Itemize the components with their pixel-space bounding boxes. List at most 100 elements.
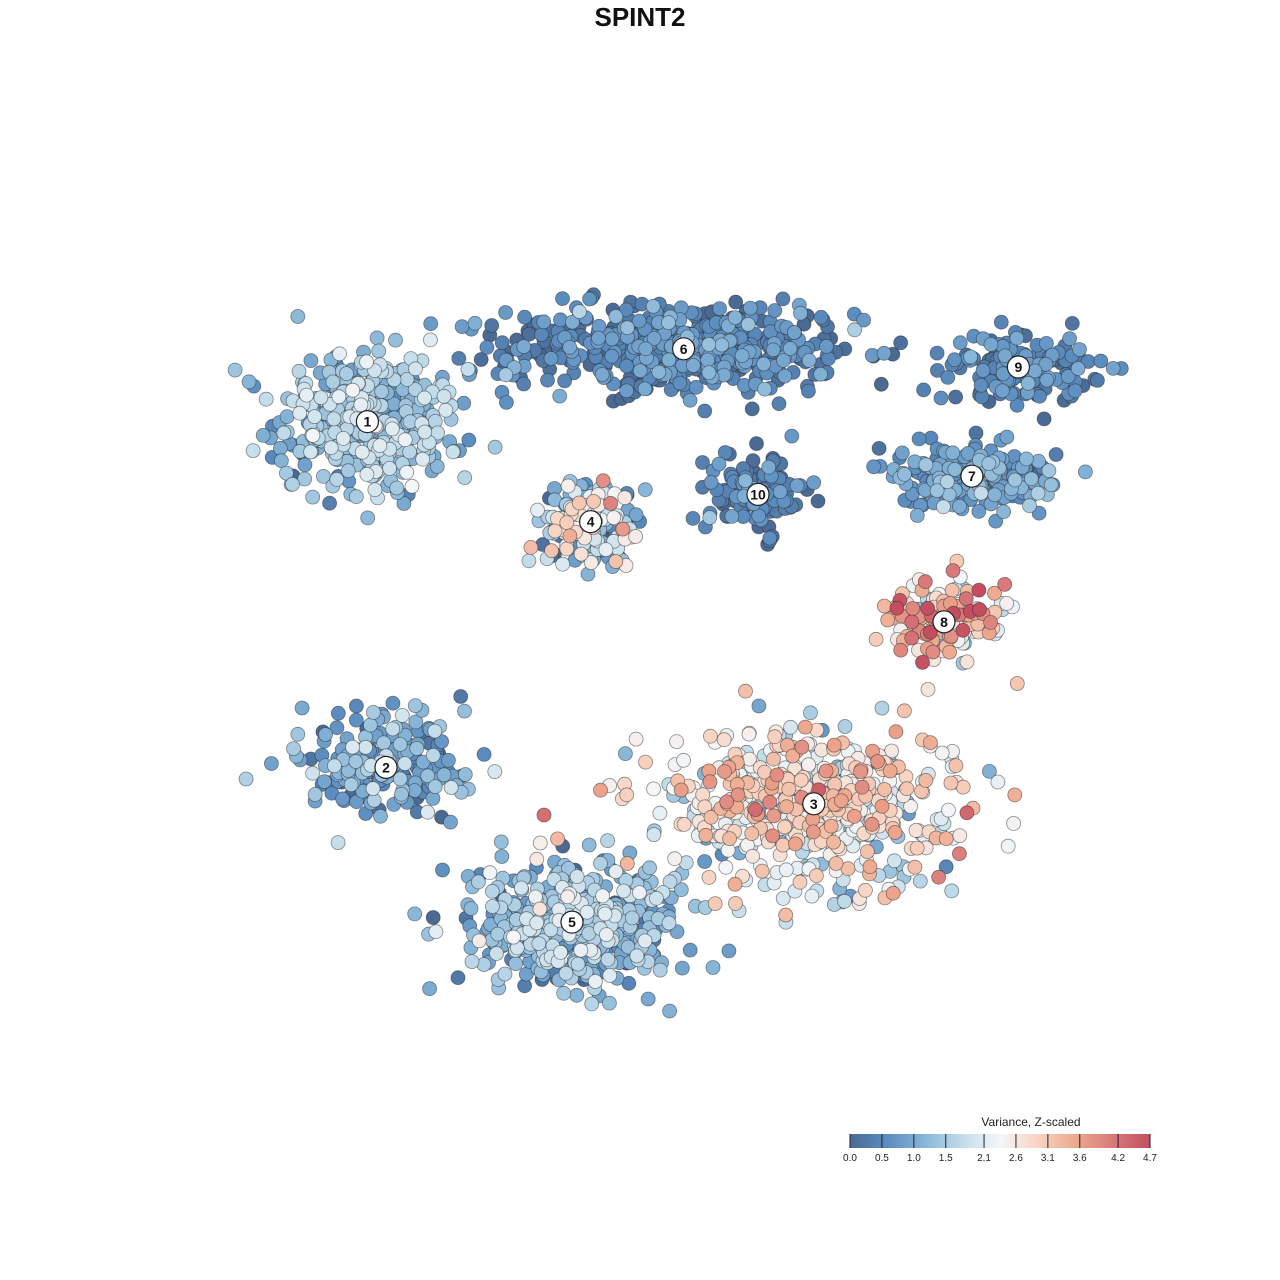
data-point bbox=[544, 543, 559, 559]
data-point bbox=[645, 298, 661, 314]
data-point bbox=[476, 747, 492, 762]
data-point bbox=[784, 428, 800, 444]
data-point bbox=[860, 844, 875, 859]
cluster-label-text: 10 bbox=[750, 486, 766, 502]
cluster-label-9: 9 bbox=[1006, 355, 1031, 379]
data-point bbox=[602, 995, 617, 1011]
chart-title: SPINT2 bbox=[594, 2, 686, 32]
data-point bbox=[775, 891, 791, 906]
cluster-label-marker bbox=[932, 610, 956, 634]
data-point bbox=[661, 915, 677, 931]
data-point bbox=[685, 511, 701, 526]
legend-tick-label: 3.6 bbox=[1073, 1153, 1087, 1164]
data-point bbox=[948, 389, 963, 405]
data-point bbox=[617, 490, 633, 506]
data-point bbox=[305, 428, 321, 443]
data-point bbox=[1022, 498, 1037, 514]
data-point bbox=[952, 335, 968, 351]
data-point bbox=[628, 731, 644, 747]
data-point bbox=[1039, 372, 1055, 388]
data-point bbox=[604, 331, 620, 347]
data-point bbox=[1070, 361, 1086, 376]
data-point bbox=[365, 781, 381, 796]
data-point bbox=[1067, 383, 1083, 399]
data-point bbox=[938, 859, 954, 875]
data-point bbox=[775, 291, 791, 307]
data-point bbox=[1093, 353, 1109, 369]
data-point bbox=[772, 484, 788, 500]
data-point bbox=[397, 756, 413, 771]
data-point bbox=[826, 737, 842, 753]
data-point bbox=[572, 304, 587, 320]
data-point bbox=[809, 868, 824, 883]
data-point bbox=[348, 698, 364, 714]
legend-tick-label: 0.0 bbox=[843, 1153, 857, 1164]
legend-title: Variance, Z-scaled bbox=[981, 1115, 1080, 1129]
data-point bbox=[521, 553, 537, 569]
data-point bbox=[343, 777, 359, 793]
data-point bbox=[303, 444, 319, 460]
data-point bbox=[933, 390, 949, 406]
data-point bbox=[558, 965, 574, 981]
data-point bbox=[718, 859, 734, 875]
data-point bbox=[372, 438, 388, 454]
cluster-label-7: 7 bbox=[960, 464, 984, 488]
data-point bbox=[885, 885, 901, 901]
data-point bbox=[703, 728, 718, 744]
data-point bbox=[942, 644, 957, 660]
data-point bbox=[909, 840, 925, 856]
data-point bbox=[934, 745, 950, 761]
data-point bbox=[862, 859, 878, 875]
data-point bbox=[409, 741, 425, 756]
data-point bbox=[789, 478, 805, 494]
data-point bbox=[619, 383, 634, 399]
data-point bbox=[294, 700, 310, 716]
cluster-label-4: 4 bbox=[578, 510, 603, 534]
data-point bbox=[397, 432, 413, 448]
data-point bbox=[547, 523, 563, 539]
data-point bbox=[719, 794, 735, 810]
data-point bbox=[990, 774, 1006, 790]
data-point bbox=[801, 352, 817, 368]
data-point bbox=[959, 654, 975, 670]
cluster-label-text: 9 bbox=[1015, 359, 1023, 375]
data-point bbox=[438, 402, 454, 418]
data-point bbox=[716, 732, 732, 748]
data-point bbox=[769, 767, 785, 783]
data-point bbox=[454, 319, 470, 335]
data-point bbox=[722, 831, 737, 846]
data-point bbox=[330, 835, 346, 850]
data-point bbox=[423, 316, 439, 332]
data-point bbox=[429, 459, 445, 474]
data-point bbox=[973, 377, 989, 393]
data-point bbox=[489, 946, 504, 961]
data-point bbox=[506, 929, 521, 945]
data-point bbox=[973, 485, 989, 501]
data-point bbox=[983, 336, 999, 352]
data-point bbox=[258, 391, 274, 407]
data-point bbox=[652, 962, 668, 978]
data-point bbox=[620, 320, 635, 336]
data-point bbox=[517, 309, 532, 325]
data-point bbox=[360, 510, 376, 526]
data-point bbox=[591, 330, 606, 346]
data-point bbox=[595, 888, 610, 904]
data-point bbox=[285, 476, 300, 492]
data-point bbox=[305, 765, 321, 781]
data-point bbox=[806, 824, 821, 840]
data-point bbox=[1007, 787, 1023, 803]
data-point bbox=[359, 354, 375, 370]
data-point bbox=[487, 439, 503, 455]
data-point bbox=[599, 927, 614, 942]
data-point bbox=[893, 335, 909, 351]
legend-tick-label: 3.1 bbox=[1041, 1153, 1055, 1164]
data-point bbox=[427, 779, 443, 794]
data-point bbox=[606, 510, 622, 525]
data-point bbox=[676, 817, 692, 832]
data-point bbox=[948, 758, 964, 773]
data-point bbox=[407, 906, 423, 922]
data-point bbox=[529, 915, 545, 931]
data-point bbox=[1006, 816, 1021, 831]
data-point bbox=[674, 960, 690, 976]
data-point bbox=[348, 754, 364, 769]
